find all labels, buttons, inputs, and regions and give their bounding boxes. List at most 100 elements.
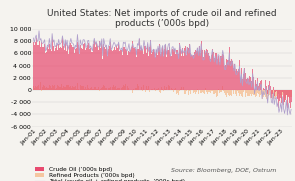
- Bar: [151, 89, 152, 90]
- Bar: [220, 90, 221, 92]
- Bar: [164, 86, 165, 90]
- Bar: [62, 38, 63, 90]
- Bar: [77, 42, 78, 90]
- Bar: [80, 45, 81, 90]
- Bar: [212, 90, 213, 91]
- Bar: [109, 89, 110, 90]
- Bar: [186, 90, 187, 91]
- Bar: [265, 90, 266, 97]
- Bar: [106, 88, 107, 90]
- Bar: [42, 87, 43, 90]
- Bar: [47, 47, 48, 90]
- Bar: [286, 90, 287, 95]
- Bar: [135, 49, 136, 90]
- Bar: [99, 90, 100, 91]
- Bar: [110, 42, 111, 90]
- Bar: [150, 40, 151, 90]
- Bar: [83, 87, 84, 90]
- Bar: [184, 90, 185, 94]
- Bar: [103, 44, 104, 90]
- Bar: [281, 90, 282, 103]
- Bar: [173, 50, 174, 90]
- Bar: [196, 51, 197, 90]
- Text: Source: Bloomberg, DOE, Ostrum: Source: Bloomberg, DOE, Ostrum: [171, 168, 276, 173]
- Bar: [230, 61, 231, 90]
- Bar: [187, 47, 188, 90]
- Bar: [280, 90, 281, 95]
- Bar: [162, 47, 163, 90]
- Bar: [55, 89, 56, 90]
- Bar: [201, 50, 203, 90]
- Bar: [103, 85, 104, 90]
- Bar: [88, 88, 89, 90]
- Bar: [190, 90, 191, 94]
- Bar: [94, 87, 95, 90]
- Bar: [95, 87, 96, 90]
- Bar: [147, 44, 148, 90]
- Bar: [132, 90, 133, 93]
- Bar: [154, 88, 155, 90]
- Bar: [66, 51, 67, 90]
- Bar: [235, 71, 236, 90]
- Bar: [284, 90, 285, 102]
- Bar: [258, 90, 259, 94]
- Bar: [242, 90, 243, 97]
- Bar: [156, 89, 157, 90]
- Bar: [81, 86, 82, 90]
- Bar: [166, 87, 167, 90]
- Bar: [98, 87, 99, 90]
- Bar: [146, 86, 147, 90]
- Bar: [189, 44, 190, 90]
- Bar: [243, 74, 244, 90]
- Bar: [116, 46, 117, 90]
- Bar: [266, 90, 267, 99]
- Bar: [110, 87, 111, 90]
- Bar: [171, 88, 172, 90]
- Bar: [265, 80, 266, 90]
- Bar: [271, 90, 272, 98]
- Bar: [95, 47, 96, 90]
- Bar: [214, 90, 215, 94]
- Bar: [34, 45, 35, 90]
- Bar: [274, 90, 275, 96]
- Bar: [241, 90, 242, 96]
- Bar: [78, 45, 79, 90]
- Bar: [89, 49, 90, 90]
- Bar: [75, 86, 76, 90]
- Bar: [203, 90, 204, 94]
- Bar: [258, 86, 259, 90]
- Bar: [121, 50, 122, 90]
- Bar: [247, 90, 248, 96]
- Bar: [58, 44, 59, 90]
- Bar: [168, 50, 169, 90]
- Bar: [213, 52, 214, 90]
- Bar: [238, 90, 239, 93]
- Bar: [232, 63, 233, 90]
- Bar: [188, 50, 189, 90]
- Bar: [39, 83, 40, 90]
- Bar: [242, 79, 243, 90]
- Bar: [195, 50, 196, 90]
- Bar: [44, 86, 45, 90]
- Bar: [89, 89, 90, 90]
- Bar: [272, 90, 273, 99]
- Bar: [254, 90, 255, 95]
- Bar: [49, 44, 50, 90]
- Bar: [43, 85, 44, 90]
- Bar: [73, 47, 74, 90]
- Bar: [261, 90, 262, 94]
- Bar: [127, 88, 129, 90]
- Bar: [269, 90, 270, 95]
- Bar: [254, 89, 255, 90]
- Bar: [274, 90, 275, 99]
- Bar: [161, 87, 162, 90]
- Bar: [145, 46, 146, 90]
- Bar: [40, 82, 41, 90]
- Bar: [33, 86, 34, 90]
- Bar: [245, 73, 246, 90]
- Bar: [185, 47, 186, 90]
- Bar: [84, 89, 85, 90]
- Bar: [279, 90, 280, 98]
- Bar: [231, 90, 232, 96]
- Bar: [93, 44, 94, 90]
